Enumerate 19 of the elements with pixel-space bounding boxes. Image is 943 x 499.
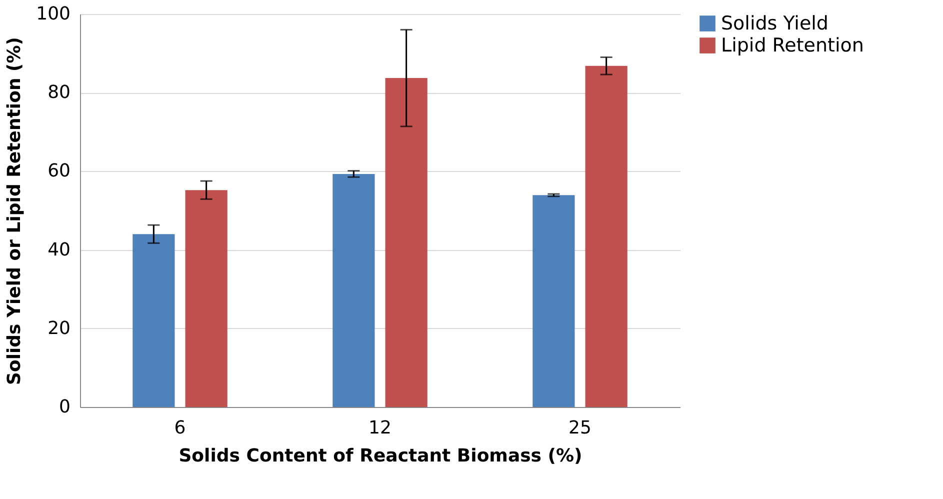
y-tick-label: 40 bbox=[48, 239, 70, 260]
y-tick-label: 0 bbox=[59, 396, 70, 418]
y-tick-label: 20 bbox=[48, 318, 70, 339]
y-tick-label: 100 bbox=[36, 4, 70, 24]
x-tick-label: 6 bbox=[174, 418, 186, 438]
y-tick-label: 80 bbox=[48, 82, 70, 104]
legend-label: Solids Yield bbox=[721, 12, 828, 34]
x-tick-label: 25 bbox=[568, 418, 592, 438]
bar bbox=[132, 234, 175, 407]
bar bbox=[185, 190, 228, 407]
x-axis-title: Solids Content of Reactant Biomass (%) bbox=[178, 446, 582, 466]
y-axis-title: Solids Yield or Lipid Retention (%) bbox=[4, 36, 26, 386]
bar bbox=[532, 195, 575, 407]
legend-label: Lipid Retention bbox=[721, 34, 864, 56]
x-tick-label: 12 bbox=[368, 418, 392, 438]
bar bbox=[332, 174, 375, 407]
bar bbox=[385, 78, 428, 407]
y-tick-label: 60 bbox=[48, 160, 70, 182]
bar bbox=[585, 66, 628, 407]
